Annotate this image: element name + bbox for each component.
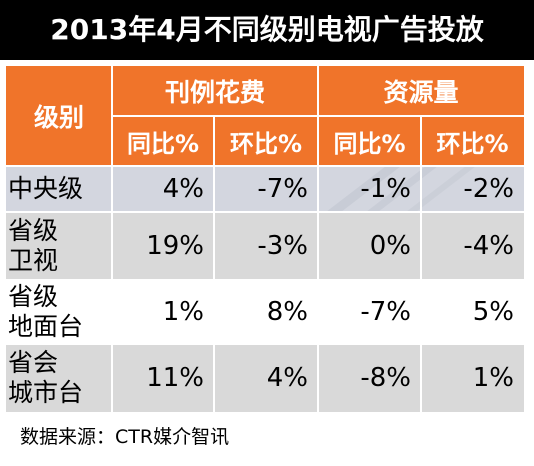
grid-line (6, 343, 524, 345)
header-yoy-spend: 同比% (112, 116, 214, 166)
row-label-line: 省级 (8, 216, 59, 245)
row-label-line: 省会 (8, 348, 59, 377)
page-title: 2013年4月不同级别电视广告投放 (0, 0, 534, 60)
grid-line (111, 66, 113, 412)
row-label: 省级 地面台 (6, 280, 112, 344)
table-cell: -7% (360, 297, 411, 327)
grid-line (6, 211, 524, 213)
header-level: 级别 (6, 66, 112, 166)
table-row-bg (6, 344, 524, 412)
header-yoy-volume: 同比% (318, 116, 421, 166)
grid-line (6, 279, 524, 281)
table-cell: -1% (360, 174, 411, 204)
grid-line (213, 116, 215, 412)
table-cell: 0% (369, 231, 411, 261)
row-label: 省级 卫视 (6, 212, 112, 280)
table-cell: 11% (146, 363, 204, 393)
table-cell: 4% (266, 363, 308, 393)
table-row-bg (6, 212, 524, 280)
grid-line (6, 165, 524, 167)
grid-line (420, 116, 422, 412)
row-label-line: 卫视 (8, 246, 59, 275)
row-label: 中央级 (6, 166, 112, 212)
source-note: 数据来源：CTR媒介智讯 (20, 426, 230, 448)
header-resource-volume: 资源量 (318, 66, 524, 116)
table-cell: -8% (360, 363, 411, 393)
row-label-line: 城市台 (8, 378, 84, 407)
row-label: 省会 城市台 (6, 344, 112, 412)
table-cell: 8% (266, 297, 308, 327)
header-mom-spend: 环比% (214, 116, 318, 166)
table-row-bg (6, 280, 524, 344)
row-label-line: 地面台 (8, 312, 84, 341)
grid-line (317, 66, 319, 412)
table-cell: -7% (257, 174, 308, 204)
table-cell: 4% (162, 174, 204, 204)
table-cell: 1% (472, 363, 514, 393)
header-ad-spend: 刊例花费 (112, 66, 318, 116)
row-label-line: 中央级 (8, 174, 84, 203)
header-mom-volume: 环比% (421, 116, 524, 166)
table-cell: -3% (257, 231, 308, 261)
table-cell: 5% (472, 297, 514, 327)
row-label-line: 省级 (8, 282, 59, 311)
table-cell: 19% (146, 231, 204, 261)
table-cell: 1% (162, 297, 204, 327)
table-cell: -2% (463, 174, 514, 204)
data-table: 级别 刊例花费 资源量 同比% 环比% 同比% 环比% 中央级 4% -7% -… (6, 66, 524, 412)
table-cell: -4% (463, 231, 514, 261)
